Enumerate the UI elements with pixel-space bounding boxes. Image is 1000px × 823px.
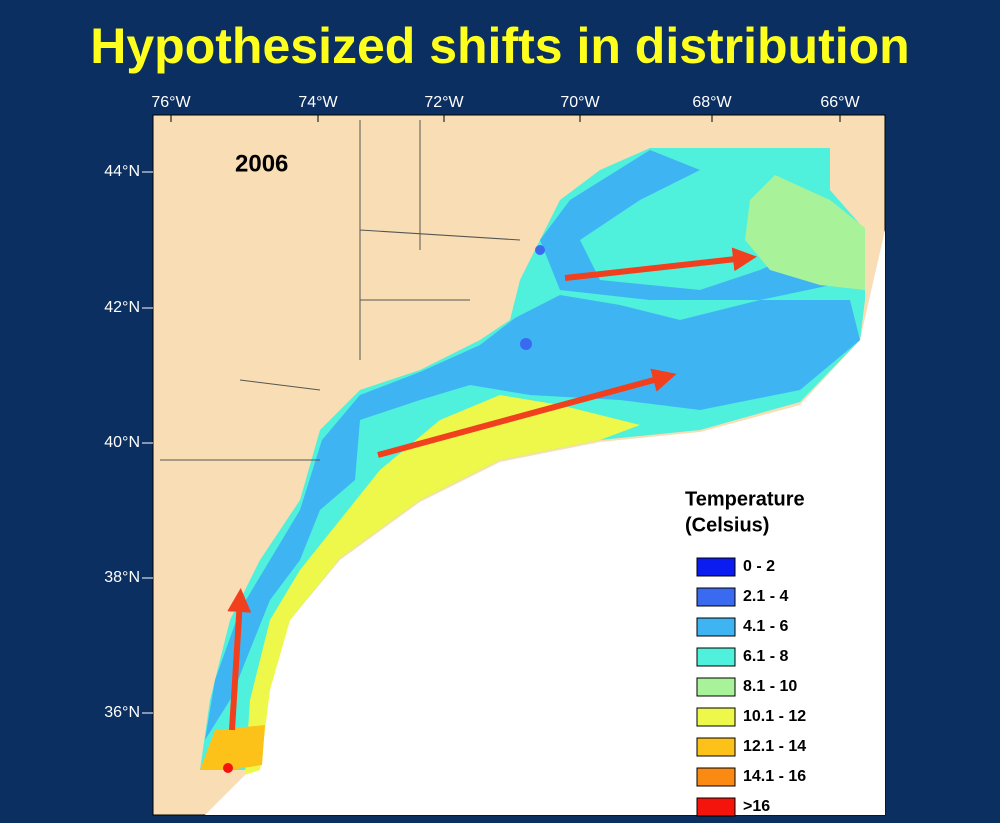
legend-label: 0 - 2 xyxy=(743,558,775,575)
legend-label: 4.1 - 6 xyxy=(743,618,788,635)
lon-label: 66°W xyxy=(820,94,860,111)
year-label: 2006 xyxy=(235,150,288,177)
gulf-band xyxy=(540,150,855,300)
lat-label: 40°N xyxy=(104,434,140,451)
warm-patch xyxy=(745,175,865,290)
coastal-band xyxy=(205,295,860,740)
cold-spot xyxy=(535,245,545,255)
legend-swatch xyxy=(696,707,736,727)
lon-label: 76°W xyxy=(151,94,191,111)
legend-title: (Celsius) xyxy=(685,514,769,536)
lat-label: 44°N xyxy=(104,163,140,180)
lon-label: 72°W xyxy=(424,94,464,111)
lon-label: 74°W xyxy=(298,94,338,111)
legend-swatch xyxy=(696,797,736,817)
dynamic: 76°W 74°W 72°W 70°W 68°W 66°W 44°N 42°N 40°N 38°N… xyxy=(104,94,861,817)
lon-label: 70°W xyxy=(560,94,600,111)
legend-swatch xyxy=(696,677,736,697)
shift-arrow xyxy=(377,368,677,458)
legend-label: 6.1 - 8 xyxy=(743,648,788,665)
legend-swatch xyxy=(696,587,736,607)
legend-swatch xyxy=(696,737,736,757)
legend-swatch xyxy=(696,557,736,577)
cold-spot xyxy=(520,338,532,350)
slide-title: Hypothesized shifts in distribution xyxy=(90,18,909,74)
hot-spot xyxy=(223,763,233,773)
south-warm xyxy=(200,725,265,770)
borders xyxy=(160,120,521,461)
shift-arrow xyxy=(227,588,252,731)
lat-label: 42°N xyxy=(104,299,140,316)
legend-swatch xyxy=(696,617,736,637)
legend-label: >16 xyxy=(743,798,770,815)
lon-label: 68°W xyxy=(692,94,732,111)
legend-label: 12.1 - 14 xyxy=(743,738,806,755)
legend-title: Temperature xyxy=(685,488,805,510)
legend-swatch xyxy=(696,767,736,787)
lat-label: 38°N xyxy=(104,569,140,586)
shift-arrow xyxy=(564,247,757,281)
shelf-water xyxy=(200,148,865,770)
legend-label: 14.1 - 16 xyxy=(743,768,806,785)
map: 2006 xyxy=(152,114,886,816)
legend-label: 2.1 - 4 xyxy=(743,588,788,605)
legend-label: 8.1 - 10 xyxy=(743,678,797,695)
slope-band xyxy=(245,395,640,775)
legend-swatch xyxy=(696,647,736,667)
lat-label: 36°N xyxy=(104,704,140,721)
legend-label: 10.1 - 12 xyxy=(743,708,806,725)
